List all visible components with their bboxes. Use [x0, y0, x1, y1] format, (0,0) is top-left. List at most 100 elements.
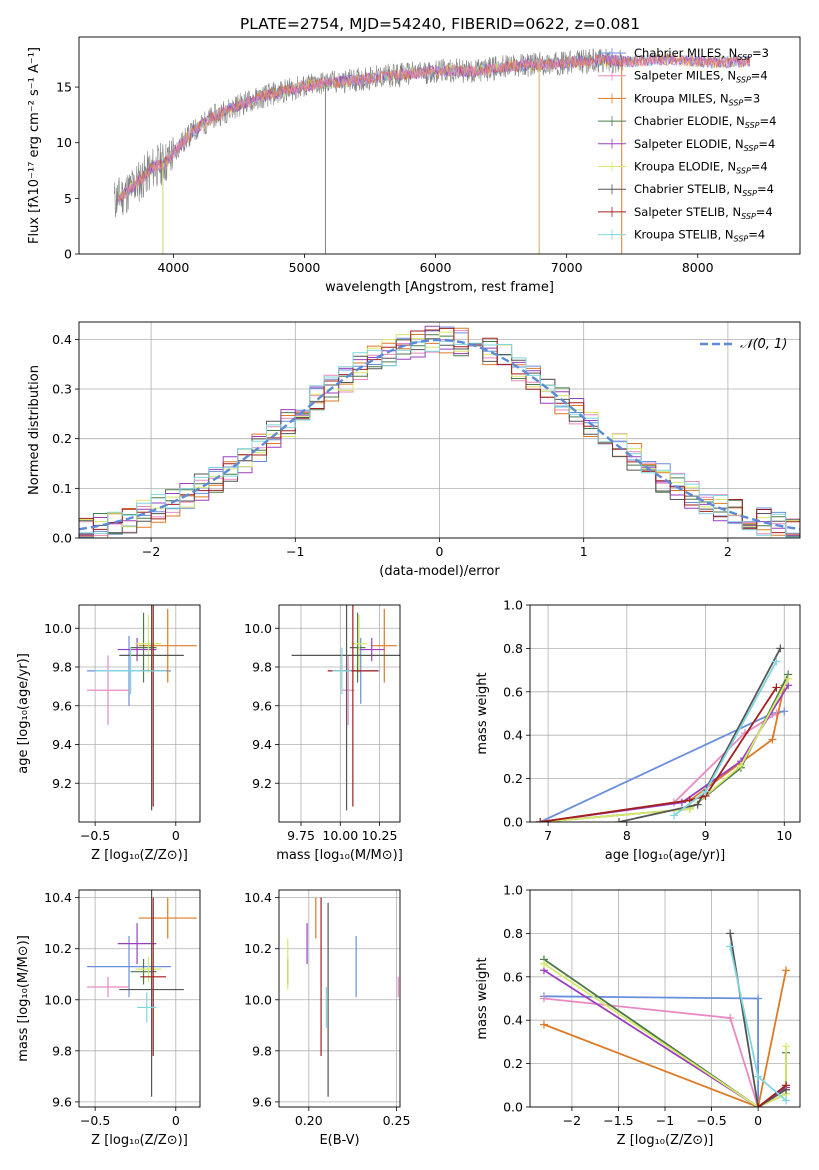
x-tick-label: −1	[656, 1113, 674, 1128]
x-tick-label: 8000	[682, 260, 714, 275]
residuals-ticks: −2 −1 0 1 2 0.0 0.1 0.2 0.3 0.4	[52, 332, 732, 559]
y-tick-label: 9.6	[252, 1094, 272, 1109]
y-tick-label: 9.6	[52, 698, 72, 713]
y-tick-label: 0.4	[52, 332, 72, 347]
x-tick-label: −0.5	[696, 1113, 726, 1128]
series-salpeter-stelib	[536, 683, 781, 822]
normal-legend-label: 𝒩(0, 1)	[740, 337, 787, 352]
y-tick-label: 9.8	[52, 1043, 72, 1058]
age_vs_mass-axes	[279, 605, 400, 822]
series-line	[540, 678, 789, 822]
mass_weight_vs_Z-ticks: −2 −1.5 −1 −0.5 0 0.0 0.2 0.4 0.6 0.8 1.0	[503, 883, 762, 1129]
y-tick-label: 0.0	[503, 815, 523, 830]
errorbar-chabrier-stelib	[291, 605, 400, 811]
errorbar-salpeter-elodie	[117, 923, 157, 965]
series-line	[543, 963, 787, 1107]
mass_weight_vs_Z-xlabel: Z [log₁₀(Z/Z⊙)]	[617, 1133, 714, 1148]
series-chabrier-stelib	[614, 644, 785, 822]
y-tick-label: 0	[64, 247, 72, 262]
mass_weight_vs_Z-frame	[529, 889, 801, 1108]
normal-distribution-curve	[79, 338, 800, 531]
spectrum-ticks: 4000 5000 6000 7000 8000 0 5 10 15	[56, 80, 714, 275]
x-tick-label: 0	[754, 1113, 762, 1128]
y-tick-label: 0.4	[503, 728, 523, 743]
errorbar-chabrier-elodie	[130, 958, 157, 985]
legend-label: Chabrier STELIB, NSSP=4	[634, 182, 774, 198]
mass_weight_vs_age-xlabel: age [log₁₀(age/yr)]	[605, 848, 726, 863]
residuals-frame	[78, 321, 801, 539]
series-line	[543, 995, 759, 1107]
x-tick-label: 10.25	[362, 828, 398, 843]
x-tick-label: 2	[724, 544, 732, 559]
mass_weight_vs_age-ylabel: mass weight	[475, 672, 490, 754]
legend-label: Chabrier MILES, NSSP=3	[634, 46, 769, 62]
y-tick-label: 9.2	[52, 776, 72, 791]
y-tick-label: 0.1	[52, 481, 72, 496]
mass_vs_ebv-plot-area	[287, 897, 399, 1097]
y-tick-label: 10.4	[44, 890, 72, 905]
mass_vs_ebv-xlabel: E(B-V)	[319, 1133, 359, 1148]
x-tick-label: −2	[563, 1113, 581, 1128]
salpeter-miles-model-line	[117, 53, 751, 204]
errorbar-kroupa-stelib	[137, 992, 157, 1023]
legend-label: Chabrier ELODIE, NSSP=4	[634, 114, 776, 130]
x-tick-label: 0	[436, 544, 444, 559]
errorbar-salpeter-miles	[87, 655, 130, 726]
x-tick-label: 9.75	[287, 828, 315, 843]
x-tick-label: 0.25	[383, 1113, 411, 1128]
y-tick-label: 1.0	[503, 883, 523, 898]
y-tick-label: 0.6	[503, 969, 523, 984]
y-tick-label: 5	[64, 191, 72, 206]
x-tick-label: 10	[776, 828, 792, 843]
series-line	[540, 684, 789, 822]
age_vs_Z-xlabel: Z [log₁₀(Z/Z⊙)]	[91, 848, 188, 863]
mass_vs_Z-ylabel: mass [log₁₀(M/M⊙)]	[16, 935, 31, 1062]
errorbar-salpeter-stelib	[140, 897, 167, 1056]
x-tick-label: 0.20	[295, 1113, 323, 1128]
residuals-axes	[79, 322, 800, 539]
age_vs_Z-ylabel: age [log₁₀(age/yr)]	[16, 653, 31, 774]
age_vs_mass-xlabel: mass [log₁₀(M/M⊙)]	[276, 848, 403, 863]
y-tick-label: 10.4	[244, 890, 272, 905]
mass_weight_vs_age-plot-area	[536, 644, 793, 822]
series-kroupa-stelib	[726, 942, 791, 1105]
legend-label: Salpeter MILES, NSSP=4	[634, 69, 768, 85]
x-tick-label: 6000	[420, 260, 452, 275]
x-tick-label: −1	[286, 544, 304, 559]
x-tick-label: 7	[544, 828, 552, 843]
x-tick-label: 0	[172, 828, 180, 843]
errorbar-kroupa-stelib	[332, 647, 352, 695]
y-tick-label: 9.4	[252, 737, 272, 752]
spectrum-ylabel: Flux [fλ10⁻¹⁷ erg cm⁻² s⁻¹ A⁻¹]	[27, 47, 42, 244]
x-tick-label: 9	[702, 828, 710, 843]
y-tick-label: 0.6	[503, 684, 523, 699]
errorbar-kroupa-miles	[371, 608, 397, 683]
spectrum-frame	[78, 36, 801, 255]
errorbar-chabrier-elodie	[130, 612, 157, 683]
x-tick-label: 10.00	[322, 828, 358, 843]
x-tick-label: 7000	[551, 260, 583, 275]
series-salpeter-stelib	[754, 1081, 791, 1107]
y-tick-label: 9.4	[52, 737, 72, 752]
errorbar-salpeter-elodie	[117, 637, 157, 662]
x-tick-label: 0	[172, 1113, 180, 1128]
y-tick-label: 0.8	[503, 641, 523, 656]
errorbar-kroupa-elodie	[135, 956, 162, 982]
y-tick-label: 10.0	[44, 621, 72, 636]
mass_vs_ebv-ticks: 0.20 0.25 9.6 9.8 10.0 10.2 10.4	[244, 890, 410, 1128]
residuals-plot-area	[79, 325, 800, 538]
spectrum-xlabel: wavelength [Angstrom, rest frame]	[325, 280, 554, 295]
y-tick-label: 9.8	[52, 660, 72, 675]
age_vs_Z-ticks: −0.5 0 9.2 9.4 9.6 9.8 10.0	[44, 621, 180, 843]
mass_weight_vs_age-frame	[529, 604, 801, 823]
mass_vs_ebv-axes	[279, 890, 400, 1107]
y-tick-label: 0.4	[503, 1013, 523, 1028]
x-tick-label: −0.5	[80, 1113, 110, 1128]
y-tick-label: 10.2	[44, 941, 72, 956]
y-tick-label: 0.2	[503, 771, 523, 786]
spectrum-legend: Chabrier MILES, NSSP=3 Salpeter MILES, NS…	[598, 46, 776, 244]
y-tick-label: 0.3	[52, 382, 72, 397]
y-tick-label: 9.6	[52, 1094, 72, 1109]
y-tick-label: 10	[56, 135, 72, 150]
